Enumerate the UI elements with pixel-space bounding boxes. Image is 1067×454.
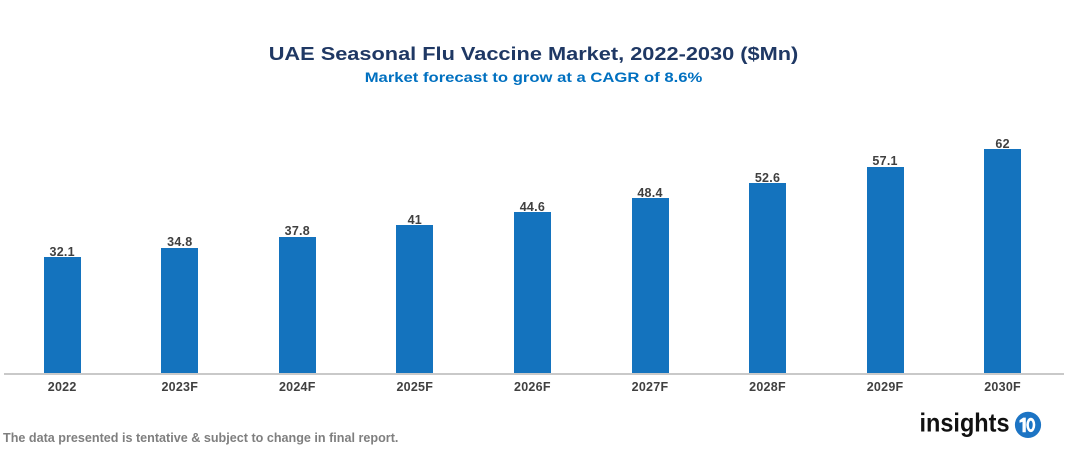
svg-text:insights: insights xyxy=(920,408,1010,438)
